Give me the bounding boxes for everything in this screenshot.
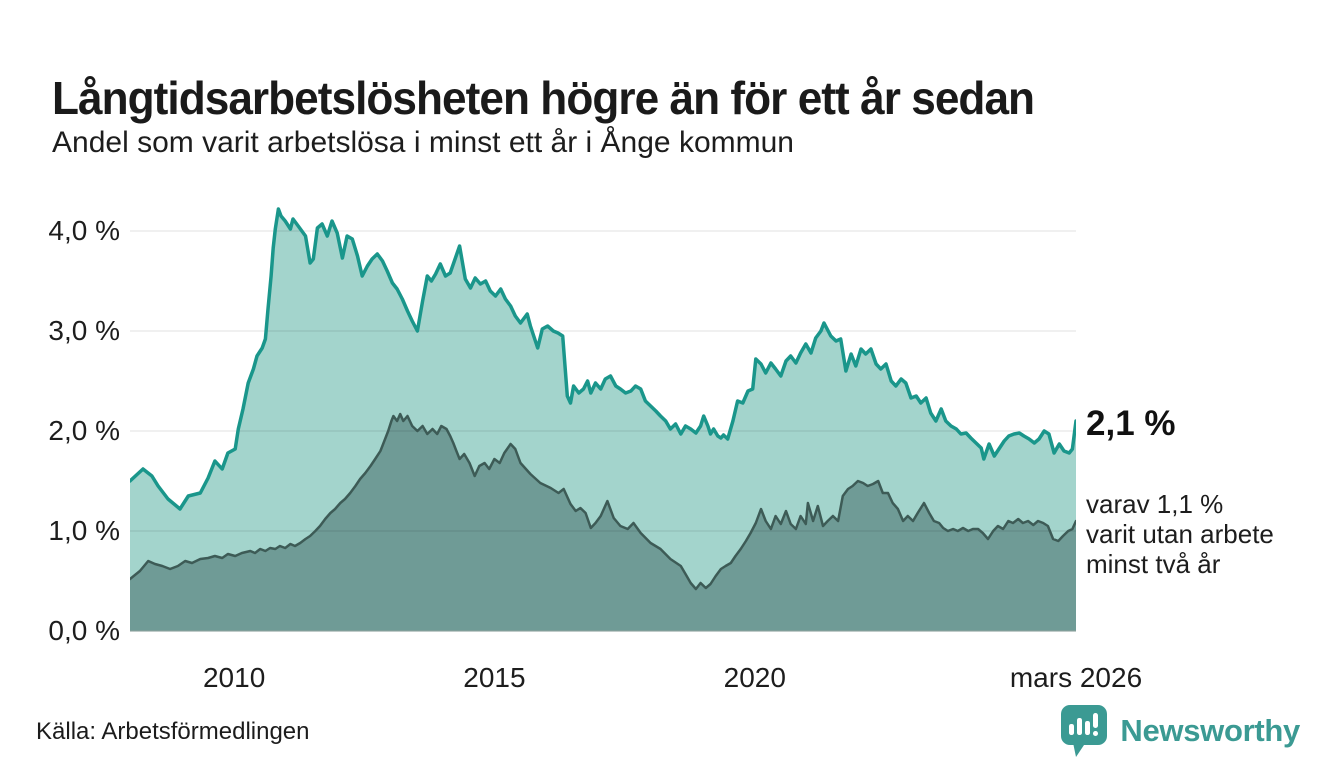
- newsworthy-bubble-icon: [1061, 705, 1108, 757]
- x-tick-label: 2010: [202, 662, 266, 693]
- chart-plot-area: [130, 207, 1076, 632]
- y-tick-label: 1,0 %: [48, 515, 120, 546]
- page-title: Långtidsarbetslösheten högre än för ett …: [52, 71, 1035, 124]
- y-tick-label: 4,0 %: [48, 215, 120, 246]
- x-tick-label: 2020: [723, 662, 786, 693]
- y-tick-label: 3,0 %: [48, 315, 120, 346]
- newsworthy-logo: Newsworthy: [1060, 704, 1300, 758]
- source-note: Källa: Arbetsförmedlingen: [36, 718, 310, 745]
- y-tick-label: 0,0 %: [48, 615, 120, 646]
- y-tick-label: 2,0 %: [48, 415, 120, 446]
- area-fill-min-tva-ar: [130, 414, 1076, 631]
- x-tick-label: mars 2026: [1009, 662, 1143, 693]
- latest-value-annotation: 2,1 %: [1086, 404, 1176, 443]
- line-min-tva-ar: [130, 412, 1076, 591]
- chart-subtitle: Andel som varit arbetslösa i minst ett å…: [52, 126, 794, 159]
- secondary-annotation: varav 1,1 % varit utan arbete minst två …: [1086, 489, 1274, 579]
- line-min-ett-ar: [130, 207, 1076, 511]
- x-tick-label: 2015: [463, 662, 526, 693]
- newsworthy-wordmark: Newsworthy: [1120, 713, 1300, 748]
